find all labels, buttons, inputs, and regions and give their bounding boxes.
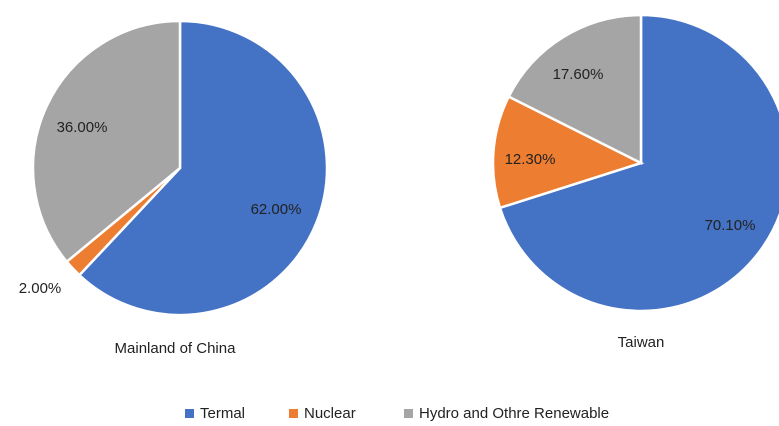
chart-title: Taiwan <box>618 334 665 351</box>
pie-slice <box>507 13 643 166</box>
legend-label: Termal <box>200 405 245 422</box>
legend-label: Nuclear <box>304 405 356 422</box>
data-label: 36.00% <box>57 119 108 136</box>
pie-slice <box>77 19 329 317</box>
legend-label: Hydro and Othre Renewable <box>419 405 609 422</box>
pie-slice <box>491 94 645 210</box>
data-label: 70.10% <box>705 217 756 234</box>
pie-slice <box>31 19 182 264</box>
data-label: 17.60% <box>553 66 604 83</box>
chart-title: Mainland of China <box>115 340 237 357</box>
pie-slice <box>498 13 779 313</box>
data-label: 2.00% <box>19 280 62 297</box>
legend-swatch <box>289 409 298 418</box>
legend-swatch <box>185 409 194 418</box>
legend-swatch <box>404 409 413 418</box>
data-label: 62.00% <box>251 201 302 218</box>
data-label: 12.30% <box>505 151 556 168</box>
